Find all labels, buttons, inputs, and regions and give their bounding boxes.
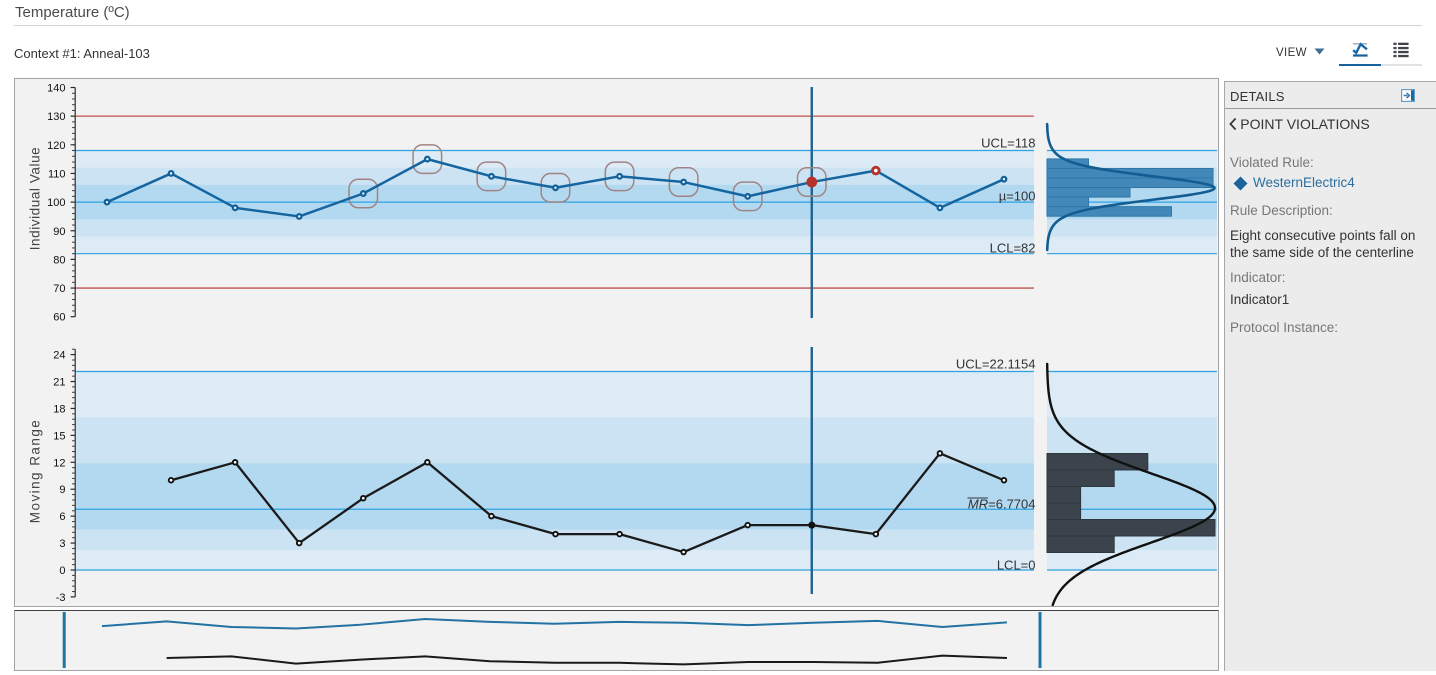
svg-text:21: 21	[53, 377, 65, 389]
svg-text:15: 15	[53, 430, 65, 442]
svg-text:Moving Range: Moving Range	[28, 420, 43, 523]
svg-text:0: 0	[59, 565, 65, 577]
svg-text:LCL=82: LCL=82	[990, 240, 1036, 255]
svg-text:80: 80	[53, 254, 65, 266]
svg-text:-3: -3	[56, 592, 66, 604]
svg-text:110: 110	[48, 168, 66, 180]
svg-text:70: 70	[53, 283, 65, 295]
svg-text:18: 18	[53, 403, 65, 415]
svg-text:24: 24	[53, 350, 65, 362]
svg-text:6: 6	[59, 511, 65, 523]
svg-text:UCL=118: UCL=118	[981, 135, 1035, 150]
svg-text:UCL=22.1154: UCL=22.1154	[956, 357, 1036, 372]
svg-text:µ=100: µ=100	[999, 188, 1036, 203]
svg-text:LCL=0: LCL=0	[997, 558, 1036, 573]
svg-text:3: 3	[59, 538, 65, 550]
svg-text:140: 140	[47, 83, 65, 95]
svg-text:90: 90	[53, 226, 65, 238]
svg-text:MR=6.7704: MR=6.7704	[968, 496, 1036, 511]
svg-text:60: 60	[53, 312, 65, 324]
svg-text:9: 9	[59, 484, 65, 496]
svg-text:Individual Value: Individual Value	[28, 147, 43, 250]
svg-text:120: 120	[47, 140, 65, 152]
svg-text:12: 12	[53, 457, 65, 469]
svg-text:100: 100	[47, 197, 65, 209]
svg-text:130: 130	[47, 111, 65, 123]
